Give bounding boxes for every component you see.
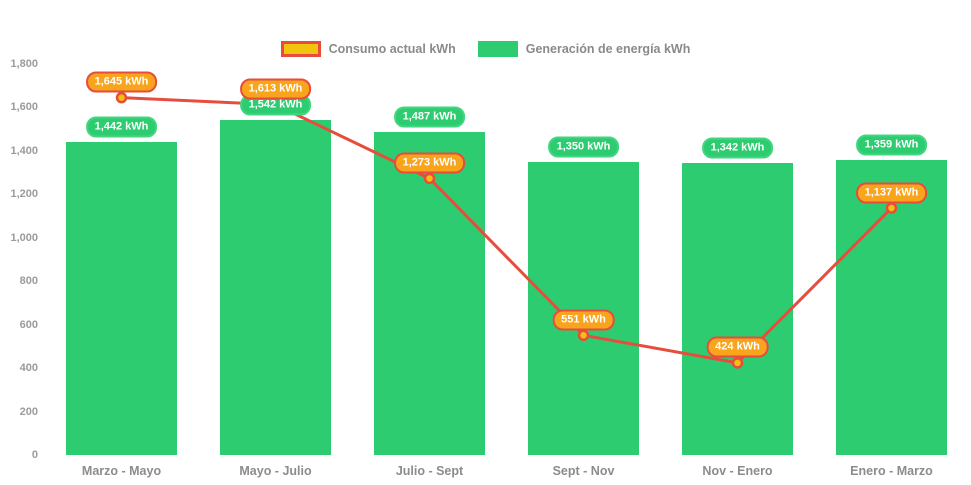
y-axis-tick-label: 1,200 — [10, 188, 38, 201]
bar-generacion-energia[interactable] — [66, 141, 177, 455]
y-axis-tick-label: 1,400 — [10, 144, 38, 157]
consumo-value-label: 1,273 kWh — [393, 152, 466, 174]
bar-generacion-energia[interactable] — [528, 161, 639, 455]
consumo-value-label: 1,613 kWh — [239, 78, 312, 100]
consumo-point-marker[interactable] — [423, 172, 436, 185]
generacion-value-label: 1,342 kWh — [701, 137, 774, 159]
consumo-point-marker[interactable] — [885, 202, 898, 214]
consumo-point-marker[interactable] — [577, 329, 590, 342]
generacion-value-label: 1,442 kWh — [85, 116, 158, 138]
legend-label-consumo-actual: Consumo actual kWh — [328, 42, 456, 56]
x-axis-category-label: Sept - Nov — [552, 464, 615, 478]
generacion-value-label: 1,350 kWh — [547, 136, 620, 158]
consumo-value-label: 1,645 kWh — [85, 71, 158, 93]
consumo-value-label: 551 kWh — [552, 309, 615, 331]
y-axis-tick-label: 200 — [19, 405, 38, 418]
y-axis-tick-label: 1,800 — [10, 58, 38, 70]
bar-generacion-energia[interactable] — [682, 163, 793, 455]
consumo-point-marker[interactable] — [731, 357, 744, 369]
x-axis-category-label: Marzo - Mayo — [81, 464, 162, 478]
y-axis-tick-label: 1,000 — [10, 231, 38, 244]
legend-item-consumo-actual[interactable]: Consumo actual kWh — [280, 41, 456, 57]
chart-legend: Consumo actual kWh Generación de energía… — [0, 41, 971, 57]
x-axis-category-label: Mayo - Julio — [239, 464, 312, 478]
y-axis-tick-label: 600 — [19, 318, 38, 331]
legend-label-generacion-energia: Generación de energía kWh — [525, 42, 691, 56]
consumo-point-marker[interactable] — [115, 91, 128, 104]
y-axis-tick-label: 800 — [19, 275, 38, 288]
x-axis-category-label: Enero - Marzo — [850, 464, 933, 478]
x-axis-category-label: Nov - Enero — [702, 464, 773, 478]
bar-generacion-energia[interactable] — [220, 120, 331, 455]
y-axis-tick-label: 1,600 — [10, 101, 38, 114]
legend-item-generacion-energia[interactable]: Generación de energía kWh — [477, 41, 691, 57]
bar-generacion-energia[interactable] — [374, 131, 485, 455]
generacion-value-label: 1,487 kWh — [393, 106, 466, 128]
x-axis-category-label: Julio - Sept — [395, 464, 464, 478]
consumo-value-label: 1,137 kWh — [855, 182, 928, 204]
generacion-energia-swatch-icon — [477, 41, 518, 57]
consumo-line — [121, 96, 893, 365]
consumo-actual-swatch-icon — [280, 41, 321, 57]
generacion-value-label: 1,359 kWh — [855, 134, 928, 156]
y-axis-tick-label: 0 — [31, 449, 38, 461]
y-axis-tick-label: 400 — [19, 362, 38, 375]
consumo-value-label: 424 kWh — [706, 336, 769, 358]
